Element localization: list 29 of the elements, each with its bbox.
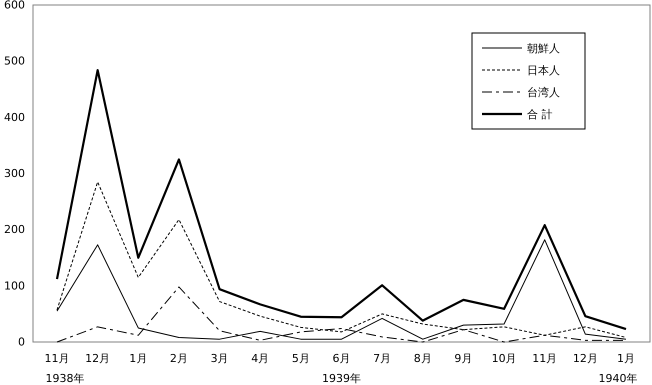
- x-tick-label: 5月: [292, 352, 310, 365]
- x-tick-label: 1月: [617, 352, 635, 365]
- text: 1938年: [46, 372, 84, 385]
- text: 1939年: [322, 372, 361, 385]
- y-tick-label: 100: [4, 279, 25, 292]
- x-tick-label: 4月: [251, 352, 270, 365]
- x-tick-label: 7月: [373, 352, 392, 365]
- x-tick-label: 1月: [129, 352, 148, 365]
- y-tick-label: 600: [4, 0, 25, 12]
- y-tick-label: 0: [18, 336, 25, 349]
- x-tick-label: 9月: [454, 352, 472, 365]
- x-tick-label: 10月: [492, 352, 517, 365]
- y-tick-label: 400: [4, 110, 25, 124]
- legend-label: 朝鮮人: [527, 42, 560, 55]
- legend-label: 合 計: [527, 108, 552, 121]
- x-tick-label: 11月: [532, 352, 558, 365]
- legend-label: 台湾人: [527, 86, 560, 99]
- text: 1940年: [598, 372, 638, 385]
- x-tick-label: 3月: [210, 352, 229, 365]
- x-tick-label: 2月: [170, 352, 188, 365]
- x-tick-label: 12月: [85, 352, 110, 365]
- x-tick-label: 6月: [332, 352, 350, 365]
- x-tick-label: 11月: [44, 352, 70, 365]
- legend-label: 日本人: [527, 64, 560, 77]
- y-tick-label: 200: [4, 223, 25, 236]
- y-tick-label: 500: [4, 54, 25, 68]
- x-tick-label: 8月: [414, 352, 432, 365]
- x-tick-label: 12月: [572, 352, 598, 365]
- y-tick-label: 300: [4, 167, 25, 180]
